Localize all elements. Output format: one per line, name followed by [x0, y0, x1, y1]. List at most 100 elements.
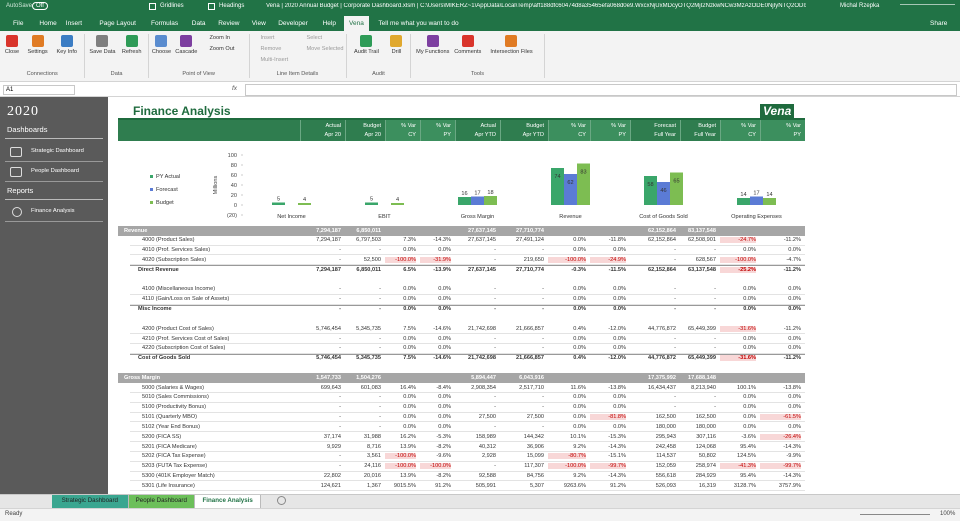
ribbon-button[interactable]: Cascade [174, 34, 198, 70]
ribbon-button[interactable]: Choose [151, 34, 172, 70]
cell: 5,307 [530, 482, 544, 489]
row-label: 4200 (Product Cost of Sales) [142, 325, 214, 332]
y-tick-label: (20) [227, 213, 237, 219]
menu-tab[interactable]: File [13, 20, 24, 27]
cell: - [542, 306, 544, 313]
sheet-tab[interactable]: Finance Analysis [195, 495, 262, 508]
checkbox[interactable] [208, 3, 215, 10]
bar [763, 198, 776, 205]
cell: -31.6% [720, 355, 756, 362]
cell: 0.0% [788, 296, 801, 303]
cell: 20,016 [363, 473, 381, 479]
row-label: Cost of Goods Sold [138, 355, 191, 362]
cell: - [542, 345, 544, 352]
cell: 0.0% [438, 423, 451, 430]
row-rule [130, 342, 805, 344]
cell: -24.7% [720, 237, 756, 244]
bar [458, 197, 471, 205]
cell: 8,213,940 [691, 384, 716, 391]
cell: - [339, 423, 341, 430]
checkbox[interactable] [149, 3, 156, 10]
tell-me[interactable]: Tell me what you want to do [378, 20, 459, 27]
zoom-slider[interactable] [860, 514, 930, 515]
window-controls[interactable] [900, 4, 955, 10]
cell: 114,537 [656, 453, 676, 460]
sheet-tab[interactable]: Strategic Dashboard [52, 495, 129, 508]
cell: - [339, 345, 341, 352]
nav-link[interactable]: Strategic Dashboard [31, 148, 84, 154]
menu-tab[interactable]: Home [39, 20, 57, 27]
menu-tab[interactable]: Developer [278, 20, 308, 27]
ribbon-small-button[interactable]: Zoom In [209, 35, 231, 41]
header-cell [630, 120, 680, 141]
cell: -25.2% [720, 266, 756, 273]
ribbon-small-button[interactable]: Insert [260, 35, 275, 41]
menu-tab[interactable]: Review [218, 20, 240, 27]
headings: Headings [219, 3, 245, 9]
name-box[interactable]: A1 [3, 85, 75, 95]
nav-link[interactable]: People Dashboard [31, 168, 80, 174]
ribbon-button[interactable]: Key Info [53, 34, 80, 70]
ribbon-button[interactable]: Audit Trail [349, 34, 385, 70]
cell: 7,294,187 [316, 237, 341, 244]
button-label: Intersection Files [490, 49, 533, 55]
ribbon-small-button[interactable]: Move Selected [306, 46, 344, 52]
ribbon-small-button[interactable]: Remove [260, 46, 282, 52]
y-tick-label: 20 [231, 193, 237, 199]
bar [577, 163, 590, 205]
ribbon-small-button[interactable]: Select [306, 35, 323, 41]
cell: 0.0% [573, 335, 586, 342]
nav-link[interactable]: Finance Analysis [31, 208, 75, 214]
cell: - [674, 335, 676, 342]
cell: 0.0% [403, 335, 416, 342]
share[interactable]: Share [930, 20, 948, 27]
data-label: 83 [580, 170, 586, 176]
ribbon-button[interactable]: Comments [454, 34, 481, 70]
cell: 1,504,276 [356, 374, 381, 381]
ribbon-button[interactable]: Refresh [120, 34, 144, 70]
ribbon-button[interactable]: Intersection Files [483, 34, 539, 70]
menu-tab[interactable]: View [251, 20, 266, 27]
cell: - [714, 296, 716, 303]
menu-tab[interactable]: Formulas [151, 20, 179, 27]
cell: - [542, 286, 544, 293]
report-title: Finance Analysis [133, 104, 231, 118]
data-label: 17 [474, 191, 480, 197]
sheet-tab[interactable]: People Dashboard [128, 495, 195, 508]
ribbon-small-button[interactable]: Zoom Out [209, 46, 235, 52]
cell: 3757.9% [778, 482, 801, 489]
autosave-toggle[interactable]: Off [32, 2, 48, 10]
cell: 284,929 [695, 473, 716, 479]
column-header: % Var [611, 123, 626, 129]
cell: 0.4% [573, 355, 586, 362]
menu-tab[interactable]: Vena [344, 16, 369, 31]
icon [6, 35, 18, 47]
cell: -3.6% [741, 433, 756, 440]
ribbon-button[interactable]: Save Data [87, 34, 117, 70]
formula-input[interactable] [245, 84, 957, 96]
cell: - [494, 296, 496, 303]
cell: -100.0% [548, 463, 586, 470]
total-rule [130, 265, 805, 267]
menu-tab[interactable]: Help [322, 20, 336, 27]
cell: 9015.5% [393, 482, 416, 489]
total-rule [130, 353, 805, 355]
ribbon-small-button[interactable]: Multi-Insert [260, 57, 289, 63]
add-sheet[interactable] [277, 496, 287, 505]
ribbon-button[interactable]: Settings [24, 34, 51, 70]
cell: -8.2% [436, 473, 451, 479]
row-rule [130, 441, 805, 443]
ribbon-button[interactable]: Close [2, 34, 22, 70]
menu-tab[interactable]: Insert [65, 20, 83, 27]
menu-tab[interactable]: Data [191, 20, 206, 27]
cell: 0.0% [613, 404, 626, 411]
cell: 0.0% [788, 286, 801, 293]
ribbon-button[interactable]: Drill [386, 34, 406, 70]
cell: 62,508,901 [688, 237, 716, 244]
cell: -14.6% [433, 325, 451, 332]
zoom-level[interactable]: 100% [940, 511, 956, 517]
ribbon-button[interactable]: My Functions [413, 34, 452, 70]
menu-tab[interactable]: Page Layout [99, 20, 136, 27]
cell: -100.0% [385, 453, 416, 460]
cell: 0.0% [788, 423, 801, 430]
